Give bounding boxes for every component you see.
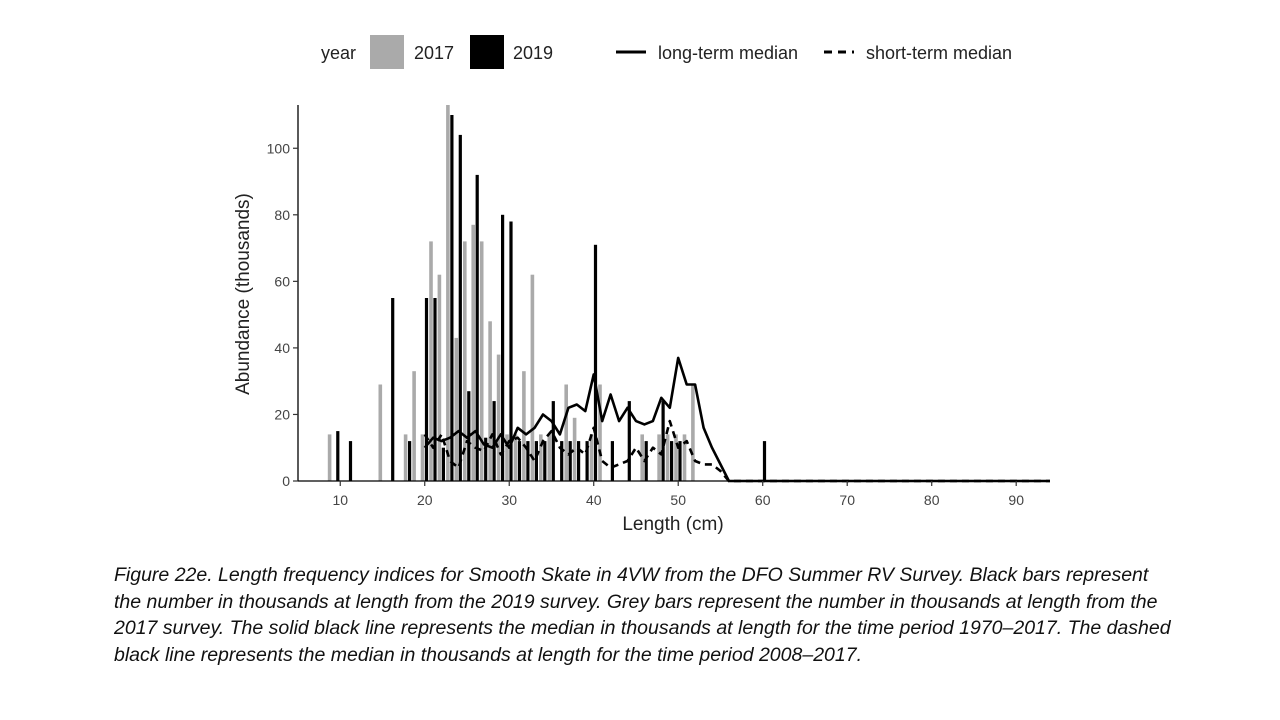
bar-2019-60	[762, 441, 767, 481]
bar-2017-30	[505, 434, 509, 481]
bar-2019-20	[424, 298, 429, 481]
bar-2019-11	[348, 441, 353, 481]
bar-2019-26	[475, 174, 479, 481]
bar-2019-50	[678, 441, 682, 481]
bar-2017-35	[547, 434, 552, 481]
x-tick-label-50: 50	[670, 492, 686, 508]
x-tick-label-20: 20	[417, 492, 433, 508]
y-tick-label-20: 20	[274, 406, 290, 422]
legend-label-long-term-median: long-term median	[658, 43, 798, 63]
bar-2019-49	[670, 441, 674, 481]
bar-2019-27	[484, 437, 488, 481]
bar-2017-31	[513, 434, 518, 481]
bar-2017-50	[674, 434, 678, 481]
bar-2017-24	[454, 337, 459, 481]
bar-2019-39	[585, 441, 589, 481]
bar-2017-52	[691, 384, 695, 481]
legend-label-2017: 2017	[414, 43, 454, 63]
y-tick-label-0: 0	[282, 473, 290, 489]
line-long-term-median	[423, 356, 1050, 483]
x-tick-label-90: 90	[1008, 492, 1024, 508]
bar-2017-19	[412, 371, 416, 481]
bar-2017-26	[471, 224, 475, 482]
bar-2017-23	[446, 105, 450, 481]
x-tick-label-40: 40	[586, 492, 602, 508]
bar-2017-28	[488, 321, 492, 481]
bar-2019-28	[492, 401, 496, 481]
y-tick-label-60: 60	[274, 273, 290, 289]
bar-2019-18	[408, 441, 412, 481]
bar-2017-29	[496, 354, 501, 481]
bar-2019-48	[661, 401, 665, 481]
bar-2019-33	[534, 441, 538, 481]
bar-2019-46	[644, 441, 648, 481]
bar-2017-32	[522, 371, 526, 481]
bar-2017-9	[327, 434, 332, 481]
bar-2017-27	[479, 241, 484, 481]
bar-2019-42	[610, 441, 614, 481]
bar-2019-9.5	[336, 431, 340, 481]
bar-2019-36	[560, 441, 564, 481]
y-axis-label: Abundance (thousands)	[233, 193, 254, 395]
legend-label-short-term-median: short-term median	[866, 43, 1012, 63]
bar-2017-40	[589, 434, 594, 481]
bars-layer	[327, 105, 767, 482]
bar-2019-23	[450, 115, 454, 481]
x-tick-label-70: 70	[839, 492, 855, 508]
bar-2019-44	[627, 401, 631, 481]
bar-2017-51	[682, 434, 687, 481]
bar-2017-41	[598, 384, 602, 481]
bar-2019-16	[391, 298, 395, 481]
bar-2017-46	[640, 434, 644, 481]
line-short-term-median	[423, 419, 1050, 483]
y-tick-label-40: 40	[274, 340, 290, 356]
length-frequency-chart: year 2017 2019 long-term median short-te…	[233, 35, 1050, 535]
bar-2019-37	[568, 441, 572, 481]
bar-2017-21	[429, 241, 433, 481]
bar-2019-21	[433, 298, 437, 481]
bar-2017-15	[378, 384, 383, 481]
lines-layer	[423, 356, 1050, 483]
bar-2019-34	[543, 441, 547, 481]
y-tick-label-100: 100	[267, 140, 291, 156]
bar-2017-22	[437, 274, 442, 481]
bar-2019-29	[501, 214, 505, 482]
bar-2019-35	[551, 401, 555, 481]
bar-2019-32	[526, 441, 530, 481]
bar-2019-24	[458, 134, 462, 481]
bar-2019-31	[517, 441, 522, 481]
legend-swatch-2017	[370, 35, 404, 69]
x-tick-label-80: 80	[924, 492, 940, 508]
bar-2019-38	[577, 441, 581, 481]
bar-2019-30	[509, 221, 513, 481]
bar-2017-37	[564, 384, 568, 481]
bar-2019-22	[441, 447, 445, 481]
figure-caption: Figure 22e. Length frequency indices for…	[114, 564, 1171, 666]
bar-2017-49	[665, 434, 670, 481]
bar-2017-38	[572, 417, 577, 481]
bar-2017-20	[420, 434, 425, 481]
bar-2017-34	[539, 434, 543, 481]
legend-swatch-2019	[470, 35, 504, 69]
x-tick-label-30: 30	[501, 492, 517, 508]
bar-2017-18	[403, 434, 408, 481]
x-axis-label: Length (cm)	[622, 514, 723, 535]
bar-2017-48	[657, 434, 661, 481]
x-tick-label-60: 60	[755, 492, 771, 508]
bar-2019-40	[593, 244, 598, 481]
axes-layer: 10 20 30 40 50 60 70 80 90 0 20 40 60 80 100	[267, 105, 1050, 508]
y-tick-label-80: 80	[274, 207, 290, 223]
legend: year 2017 2019 long-term median short-te…	[321, 35, 1012, 69]
bar-2017-25	[463, 241, 467, 481]
legend-label-2019: 2019	[513, 43, 553, 63]
x-tick-label-10: 10	[332, 492, 348, 508]
legend-title: year	[321, 43, 356, 63]
bar-2017-33	[530, 274, 535, 481]
